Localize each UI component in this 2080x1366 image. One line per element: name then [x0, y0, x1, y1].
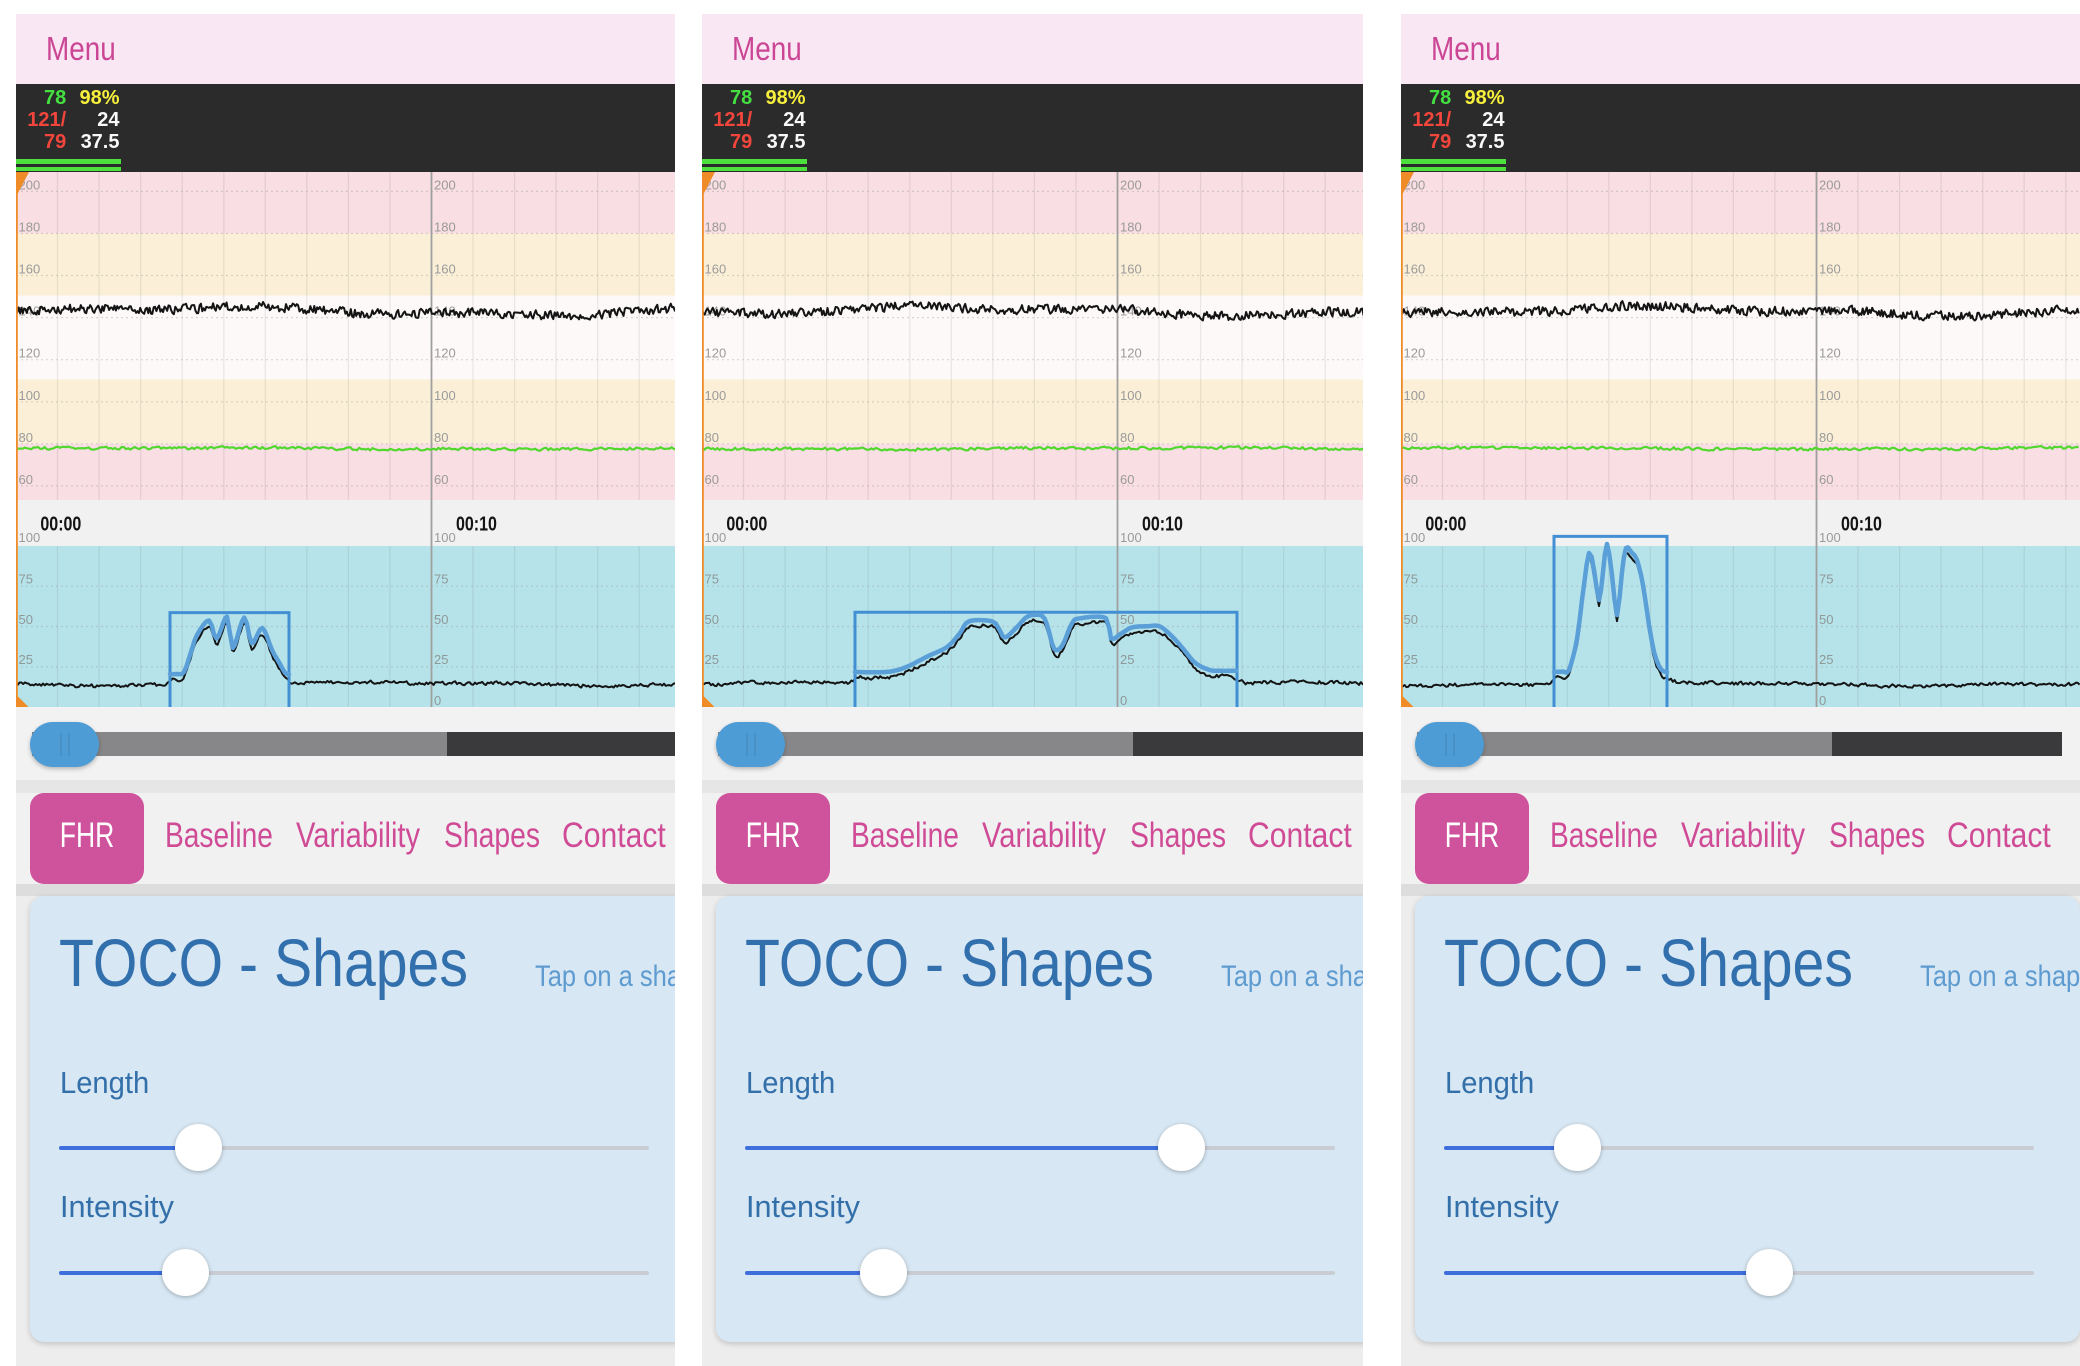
svg-text:100: 100 [19, 530, 41, 545]
svg-text:25: 25 [1120, 652, 1134, 667]
svg-text:120: 120 [705, 346, 727, 361]
svg-text:120: 120 [1819, 346, 1841, 361]
svg-text:25: 25 [1404, 652, 1418, 667]
svg-text:120: 120 [1404, 346, 1426, 361]
svg-text:00:10: 00:10 [456, 513, 497, 535]
svg-text:160: 160 [19, 262, 41, 277]
svg-text:100: 100 [434, 388, 456, 403]
svg-text:200: 200 [434, 177, 456, 192]
svg-text:50: 50 [705, 612, 719, 627]
svg-text:120: 120 [19, 346, 41, 361]
svg-text:200: 200 [1120, 177, 1142, 192]
svg-text:0: 0 [1819, 693, 1826, 707]
svg-text:80: 80 [1404, 430, 1418, 445]
svg-text:100: 100 [1120, 530, 1142, 545]
svg-text:80: 80 [705, 430, 719, 445]
svg-text:100: 100 [1404, 530, 1426, 545]
svg-text:200: 200 [1819, 177, 1841, 192]
svg-text:0: 0 [434, 693, 441, 707]
svg-text:75: 75 [1819, 572, 1833, 587]
svg-text:180: 180 [434, 220, 456, 235]
svg-text:180: 180 [705, 220, 727, 235]
svg-text:120: 120 [434, 346, 456, 361]
svg-text:00:00: 00:00 [1425, 513, 1466, 535]
svg-text:100: 100 [1819, 388, 1841, 403]
svg-text:50: 50 [1120, 612, 1134, 627]
svg-text:60: 60 [1404, 472, 1418, 487]
svg-text:100: 100 [705, 530, 727, 545]
svg-text:00:10: 00:10 [1841, 513, 1882, 535]
svg-text:60: 60 [434, 472, 448, 487]
svg-text:25: 25 [1819, 652, 1833, 667]
svg-text:25: 25 [705, 652, 719, 667]
svg-text:00:10: 00:10 [1142, 513, 1183, 535]
svg-text:100: 100 [19, 388, 41, 403]
svg-text:100: 100 [705, 388, 727, 403]
svg-text:50: 50 [434, 612, 448, 627]
svg-text:25: 25 [19, 652, 33, 667]
svg-text:160: 160 [1404, 262, 1426, 277]
svg-text:50: 50 [19, 612, 33, 627]
svg-text:100: 100 [1404, 388, 1426, 403]
svg-text:50: 50 [1819, 612, 1833, 627]
svg-text:75: 75 [1404, 572, 1418, 587]
svg-text:100: 100 [1819, 530, 1841, 545]
svg-text:180: 180 [1120, 220, 1142, 235]
svg-text:180: 180 [1404, 220, 1426, 235]
svg-text:140: 140 [19, 304, 41, 319]
svg-text:160: 160 [1120, 262, 1142, 277]
svg-text:100: 100 [434, 530, 456, 545]
svg-text:140: 140 [705, 304, 727, 319]
svg-text:80: 80 [1819, 430, 1833, 445]
svg-text:60: 60 [705, 472, 719, 487]
svg-text:100: 100 [1120, 388, 1142, 403]
svg-text:160: 160 [434, 262, 456, 277]
svg-text:160: 160 [1819, 262, 1841, 277]
svg-text:25: 25 [434, 652, 448, 667]
svg-text:50: 50 [1404, 612, 1418, 627]
svg-text:180: 180 [1819, 220, 1841, 235]
svg-text:80: 80 [1120, 430, 1134, 445]
svg-text:60: 60 [19, 472, 33, 487]
svg-text:60: 60 [1120, 472, 1134, 487]
svg-text:120: 120 [1120, 346, 1142, 361]
svg-text:0: 0 [1120, 693, 1127, 707]
svg-text:75: 75 [1120, 572, 1134, 587]
svg-text:60: 60 [1819, 472, 1833, 487]
svg-text:80: 80 [19, 430, 33, 445]
svg-text:75: 75 [19, 572, 33, 587]
svg-text:75: 75 [705, 572, 719, 587]
svg-text:80: 80 [434, 430, 448, 445]
svg-text:180: 180 [19, 220, 41, 235]
svg-text:00:00: 00:00 [40, 513, 81, 535]
svg-text:75: 75 [434, 572, 448, 587]
svg-text:00:00: 00:00 [726, 513, 767, 535]
svg-text:160: 160 [705, 262, 727, 277]
